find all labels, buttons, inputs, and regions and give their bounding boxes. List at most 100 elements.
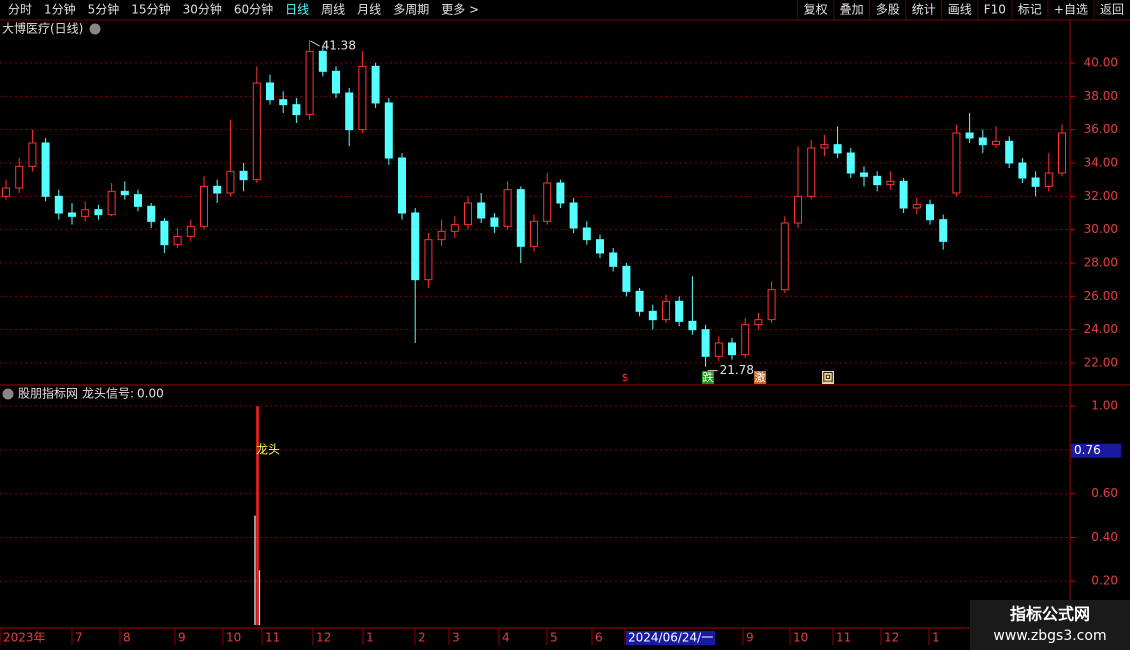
candle-body — [662, 300, 670, 321]
signal-marker-bg — [754, 371, 766, 384]
candle-body — [635, 290, 644, 312]
toolbar-item[interactable]: 叠加 — [840, 3, 864, 17]
candle-body — [213, 185, 222, 194]
candle-body — [279, 99, 288, 106]
toolbar-item[interactable]: 月线 — [357, 3, 381, 17]
candle-body — [134, 194, 142, 207]
candle-body — [569, 202, 578, 229]
toolbar-item[interactable]: 统计 — [912, 3, 936, 17]
toolbar-item[interactable]: 复权 — [804, 3, 828, 17]
x-tick-label: 8 — [123, 631, 131, 645]
toolbar-item[interactable]: 返回 — [1100, 3, 1124, 17]
toolbar-item[interactable]: 更多 > — [441, 3, 479, 17]
y-tick-label: 30.00 — [1084, 222, 1118, 236]
candle-body — [332, 70, 340, 94]
signal-marker-bg — [619, 371, 631, 384]
candle-body — [873, 175, 882, 186]
candle-body — [147, 205, 156, 222]
candle-body — [68, 212, 76, 217]
watermark-url: www.zbgs3.com — [993, 628, 1106, 644]
toolbar-item[interactable]: 60分钟 — [234, 2, 273, 17]
candle-body — [292, 104, 301, 116]
candle-body — [345, 92, 354, 131]
candle-body — [926, 204, 934, 221]
candle-body — [503, 189, 512, 227]
candle-body — [437, 230, 446, 241]
candle-body — [767, 289, 776, 321]
candle-body — [714, 342, 723, 357]
toolbar-item[interactable]: 画线 — [948, 3, 972, 17]
toolbar-item[interactable]: 5分钟 — [88, 2, 120, 17]
candle-body — [41, 142, 50, 197]
candle-body — [543, 182, 552, 222]
x-tick-label: 10 — [226, 631, 241, 645]
cursor-value: 0.76 — [1074, 443, 1101, 457]
signal-bar — [254, 515, 256, 625]
candle-body — [728, 342, 736, 356]
watermark-box — [970, 600, 1130, 650]
toolbar-item[interactable]: 周线 — [321, 3, 345, 17]
candle-body — [965, 132, 974, 139]
candle-body — [675, 300, 684, 322]
x-tick-label: 12 — [884, 631, 899, 645]
toolbar-item[interactable]: 日线 — [285, 3, 309, 17]
candle-body — [833, 144, 842, 154]
toolbar-item[interactable]: 30分钟 — [183, 2, 222, 17]
cursor-date-box — [626, 631, 716, 645]
candle-body — [424, 239, 433, 281]
candle-body — [807, 147, 816, 197]
candle-body — [173, 235, 182, 246]
low-label: 21.78 — [720, 363, 754, 377]
y-tick-label: 0.20 — [1091, 574, 1118, 588]
toolbar-item[interactable]: 多股 — [876, 3, 900, 17]
candle-body — [384, 102, 393, 159]
candle-body — [411, 212, 420, 281]
x-tick-label: 7 — [75, 631, 83, 645]
toolbar-item[interactable]: 1分钟 — [44, 2, 76, 17]
high-pointer — [310, 40, 320, 47]
toolbar-item[interactable]: +自选 — [1054, 3, 1088, 17]
toolbar-item[interactable]: 15分钟 — [131, 2, 170, 17]
candle-body — [992, 140, 1000, 146]
candle-body — [978, 137, 987, 146]
toolbar-item[interactable]: F10 — [984, 3, 1006, 17]
candle-body — [252, 82, 261, 181]
candle-body — [450, 224, 459, 232]
candle-body — [530, 220, 538, 247]
x-tick-label: 1 — [366, 631, 374, 645]
high-label: 41.38 — [322, 39, 356, 53]
candle-body — [107, 190, 116, 216]
candle-body — [1058, 132, 1066, 174]
candle-body — [622, 265, 631, 292]
y-tick-label: 34.00 — [1084, 156, 1118, 170]
candle-body — [1018, 162, 1027, 179]
y-tick-label: 40.00 — [1084, 56, 1118, 70]
y-tick-label: 22.00 — [1084, 356, 1118, 370]
toolbar-item[interactable]: 多周期 — [393, 3, 429, 17]
candle-body — [28, 142, 37, 167]
menu-icon[interactable] — [2, 388, 14, 400]
candle-body — [1044, 172, 1053, 187]
x-tick-label: 5 — [550, 631, 558, 645]
candle-body — [200, 185, 208, 227]
candle-body — [398, 157, 406, 214]
y-tick-label: 38.00 — [1084, 89, 1118, 103]
candle-body — [952, 132, 961, 194]
indicator-source: 股朋指标网 — [18, 386, 78, 401]
candle-body — [516, 189, 525, 247]
y-tick-label: 36.00 — [1084, 122, 1118, 136]
x-tick-label: 3 — [452, 631, 460, 645]
candle-body — [780, 222, 789, 291]
candle-body — [846, 152, 855, 174]
toolbar-item[interactable]: 分时 — [8, 3, 32, 17]
menu-icon[interactable] — [89, 23, 101, 35]
toolbar-item[interactable]: 标记 — [1018, 3, 1042, 17]
x-tick-label: 11 — [836, 631, 851, 645]
cursor-value-box — [1071, 443, 1121, 458]
y-tick-label: 28.00 — [1084, 256, 1118, 270]
signal-marker-bg — [822, 371, 834, 384]
x-tick-label: 2023年 — [3, 631, 46, 645]
watermark-title: 指标公式网 — [1010, 605, 1090, 624]
candle-body — [186, 225, 195, 237]
